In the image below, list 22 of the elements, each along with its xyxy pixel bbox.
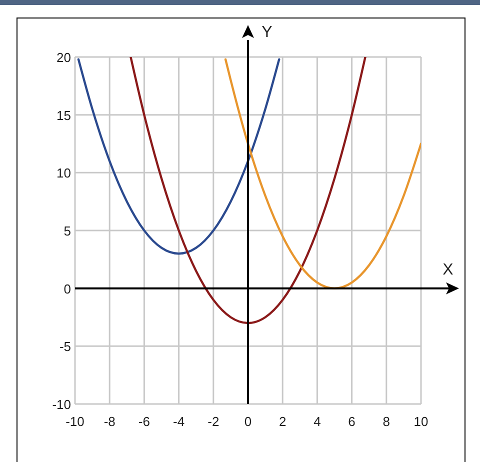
- x-tick-label: 10: [414, 414, 428, 429]
- line-series: [77, 58, 280, 255]
- line-series: [224, 58, 421, 290]
- x-tick-label: 0: [244, 414, 252, 429]
- x-tick-label: 2: [278, 414, 286, 429]
- y-tick-label: 20: [56, 50, 71, 65]
- x-tick-label: -4: [173, 414, 185, 429]
- y-tick-label: -5: [59, 339, 71, 354]
- y-tick-label: 0: [64, 281, 71, 296]
- x-tick-label: 6: [348, 414, 356, 429]
- y-axis-title: Y: [262, 24, 273, 41]
- x-tick-label: 4: [314, 414, 321, 429]
- x-tick-label: -6: [138, 414, 150, 429]
- x-tick-label: -2: [208, 414, 220, 429]
- x-tick-label: 8: [382, 414, 390, 429]
- y-tick-label: -10: [52, 397, 71, 412]
- y-tick-label: 15: [56, 108, 71, 123]
- y-tick-label: 10: [56, 166, 71, 181]
- y-tick-label: 5: [64, 224, 71, 238]
- line-series: [130, 57, 366, 324]
- x-tick-label: -8: [104, 414, 116, 429]
- x-axis-title: X: [442, 261, 454, 278]
